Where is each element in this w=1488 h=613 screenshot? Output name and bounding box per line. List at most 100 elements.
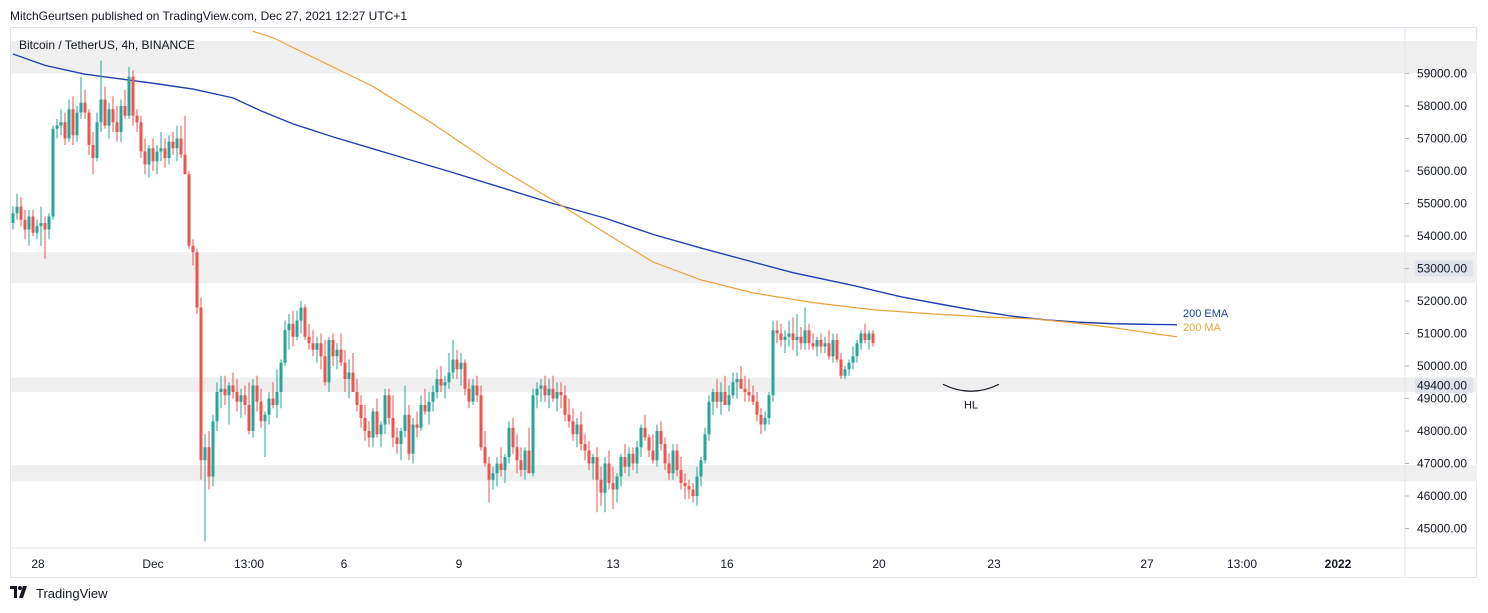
- candle-body: [419, 405, 423, 428]
- candle-body: [487, 463, 491, 480]
- candle-body: [287, 323, 291, 331]
- candle-body: [519, 460, 523, 470]
- y-tick-label: 50000.00: [1417, 359, 1467, 373]
- candle-body: [815, 340, 819, 347]
- y-tick-label: 51000.00: [1417, 327, 1467, 341]
- candle-body: [95, 122, 99, 158]
- candle-body: [787, 333, 791, 337]
- candle-body: [39, 223, 43, 227]
- candle-body: [511, 427, 515, 448]
- candle-body: [379, 424, 383, 435]
- candle-body: [19, 206, 23, 220]
- candle-body: [387, 395, 391, 418]
- candle-body: [215, 392, 219, 422]
- candle-body: [351, 372, 355, 392]
- candle-body: [255, 385, 259, 402]
- footer[interactable]: TradingView: [10, 586, 108, 601]
- candle-body: [407, 414, 411, 454]
- candle-body: [663, 444, 667, 464]
- y-tick-label: 54000.00: [1417, 229, 1467, 243]
- candle-body: [207, 447, 211, 477]
- candle-body: [199, 307, 203, 461]
- candle-body: [327, 340, 331, 383]
- candle-body: [867, 333, 871, 340]
- candle-body: [107, 109, 111, 126]
- candle-body: [175, 138, 179, 149]
- candle-body: [847, 362, 851, 370]
- candle-body: [719, 392, 723, 402]
- annotations: HL: [942, 383, 1000, 411]
- candle-body: [139, 122, 143, 152]
- sr-zone: [11, 252, 1477, 284]
- candle-body: [247, 405, 251, 431]
- candle-body: [147, 148, 151, 165]
- candle-body: [423, 405, 427, 412]
- candle-body: [447, 372, 451, 383]
- candle-body: [699, 460, 703, 477]
- candle-body: [507, 427, 511, 457]
- ma-line-1: [252, 30, 1178, 338]
- candle-body: [411, 424, 415, 454]
- candle-body: [647, 437, 651, 451]
- candle-body: [651, 450, 655, 461]
- candle-body: [839, 359, 843, 376]
- candles: [11, 60, 875, 542]
- chart-frame: [10, 27, 1477, 578]
- candle-body: [831, 340, 835, 357]
- y-tick-label: 57000.00: [1417, 132, 1467, 146]
- candle-body: [159, 148, 163, 152]
- candle-body: [547, 388, 551, 396]
- candle-body: [291, 323, 295, 337]
- ma-line-0: [12, 53, 1178, 326]
- candle-body: [595, 457, 599, 480]
- candle-body: [239, 395, 243, 402]
- candle-body: [127, 76, 131, 116]
- candle-body: [267, 398, 271, 415]
- price-axis: 45000.00 46000.00 47000.00 48000.00 49000.00…: [11, 28, 1477, 577]
- candle-body: [703, 434, 707, 461]
- candle-body: [707, 401, 711, 435]
- candle-body: [363, 418, 367, 431]
- y-tick-label: 56000.00: [1417, 164, 1467, 178]
- candle-body: [811, 343, 815, 347]
- candle-body: [431, 392, 435, 402]
- candle-body: [763, 418, 767, 425]
- candle-body: [631, 453, 635, 464]
- x-tick-label: 27: [1140, 557, 1154, 571]
- footer-brand: TradingView: [36, 586, 108, 601]
- candle-body: [731, 382, 735, 396]
- candle-body: [279, 362, 283, 392]
- candle-body: [115, 122, 119, 132]
- candle-body: [843, 369, 847, 376]
- candle-body: [335, 349, 339, 357]
- x-tick-label: 9: [456, 557, 463, 571]
- candle-body: [827, 343, 831, 357]
- candle-body: [347, 372, 351, 379]
- candle-body: [143, 151, 147, 165]
- candle-body: [587, 450, 591, 464]
- candle-body: [303, 307, 307, 337]
- candle-body: [15, 206, 19, 214]
- candle-body: [155, 151, 159, 162]
- symbol-title[interactable]: Bitcoin / TetherUS, 4h, BINANCE: [19, 38, 195, 52]
- hl-arc: [942, 383, 1000, 392]
- candle-body: [171, 141, 175, 149]
- candle-body: [163, 148, 167, 158]
- candle-body: [339, 349, 343, 363]
- candle-body: [711, 392, 715, 402]
- y-tick-label: 58000.00: [1417, 99, 1467, 113]
- candle-body: [675, 450, 679, 470]
- candle-body: [51, 128, 55, 217]
- candle-body: [455, 359, 459, 370]
- x-tick-label: 16: [720, 557, 734, 571]
- candle-body: [103, 99, 107, 126]
- candle-body: [91, 145, 95, 158]
- series-label: 200 EMA: [1183, 308, 1229, 320]
- candle-body: [471, 385, 475, 402]
- candle-body: [67, 109, 71, 139]
- candle-body: [315, 343, 319, 350]
- candle-body: [399, 431, 403, 444]
- y-tick-label: 48000.00: [1417, 424, 1467, 438]
- x-tick-label: 2022: [1325, 557, 1352, 571]
